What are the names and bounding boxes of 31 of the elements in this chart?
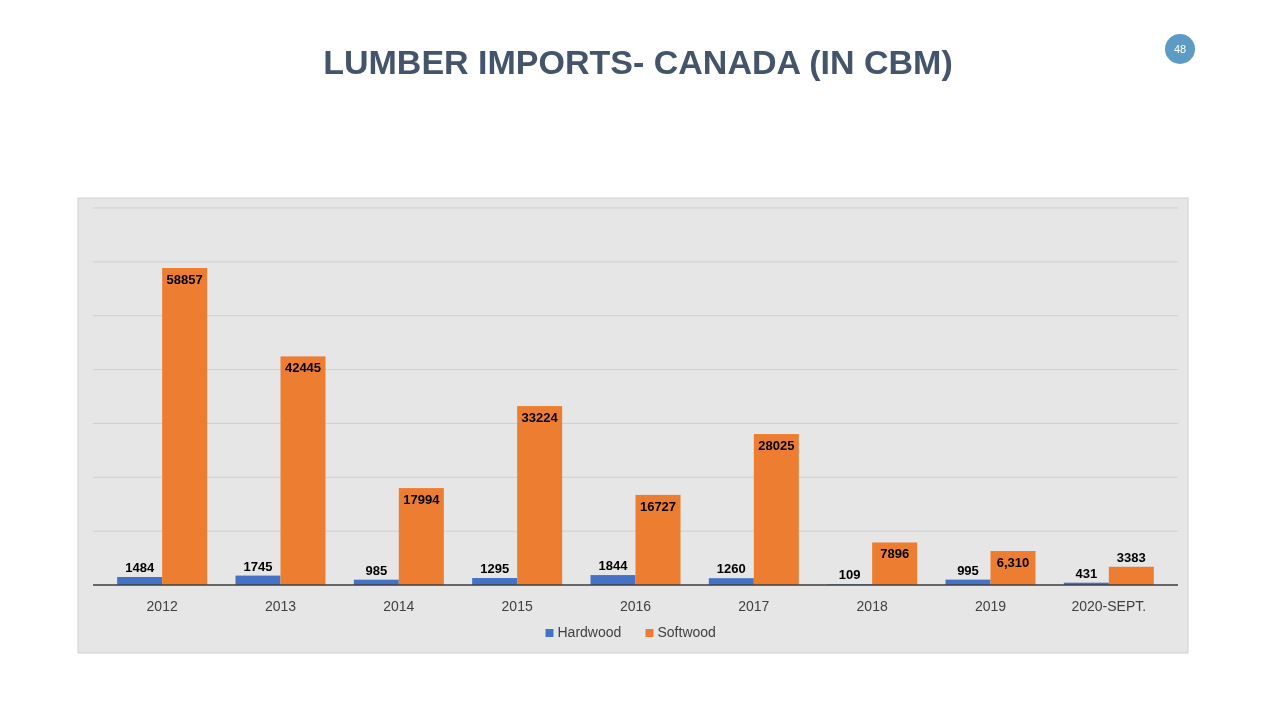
data-label: 1295 xyxy=(480,561,510,577)
data-label: 431 xyxy=(1075,565,1098,581)
text: 48 xyxy=(1173,43,1187,55)
x-tick-label: 2013 xyxy=(264,598,297,614)
data-label: 985 xyxy=(365,562,388,578)
data-label: 7896 xyxy=(880,546,910,562)
data-label: 17994 xyxy=(403,492,441,508)
data-label: 42445 xyxy=(284,360,322,376)
x-tick-label: 2017 xyxy=(738,598,770,614)
data-label: 1260 xyxy=(716,561,746,577)
data-label: 28025 xyxy=(758,438,795,454)
x-tick-label: 2012 xyxy=(146,598,178,614)
chart-title: LUMBER IMPORTS- CANADA (IN CBM) xyxy=(323,43,953,81)
x-tick-label: 2019 xyxy=(974,598,1007,614)
x-tick-label: 2018 xyxy=(856,598,888,614)
data-label: 1484 xyxy=(125,560,155,576)
data-label: 109 xyxy=(838,567,861,583)
data-label: 3383 xyxy=(1116,549,1146,565)
x-tick-label: 2014 xyxy=(383,598,415,614)
data-label: 16727 xyxy=(639,498,677,514)
data-label: 1844 xyxy=(598,558,629,574)
legend-label: Hardwood xyxy=(557,624,622,640)
x-tick-label: 2020-SEPT. xyxy=(1071,598,1147,614)
x-tick-label: 2016 xyxy=(619,598,652,614)
legend-label: Softwood xyxy=(657,624,716,640)
data-label: 1745 xyxy=(243,558,273,574)
data-label: 995 xyxy=(957,562,979,578)
data-label: 33224 xyxy=(521,410,559,426)
x-tick-label: 2015 xyxy=(501,598,533,614)
data-label: 6,310 xyxy=(996,555,1030,571)
data-label: 58857 xyxy=(166,272,203,288)
